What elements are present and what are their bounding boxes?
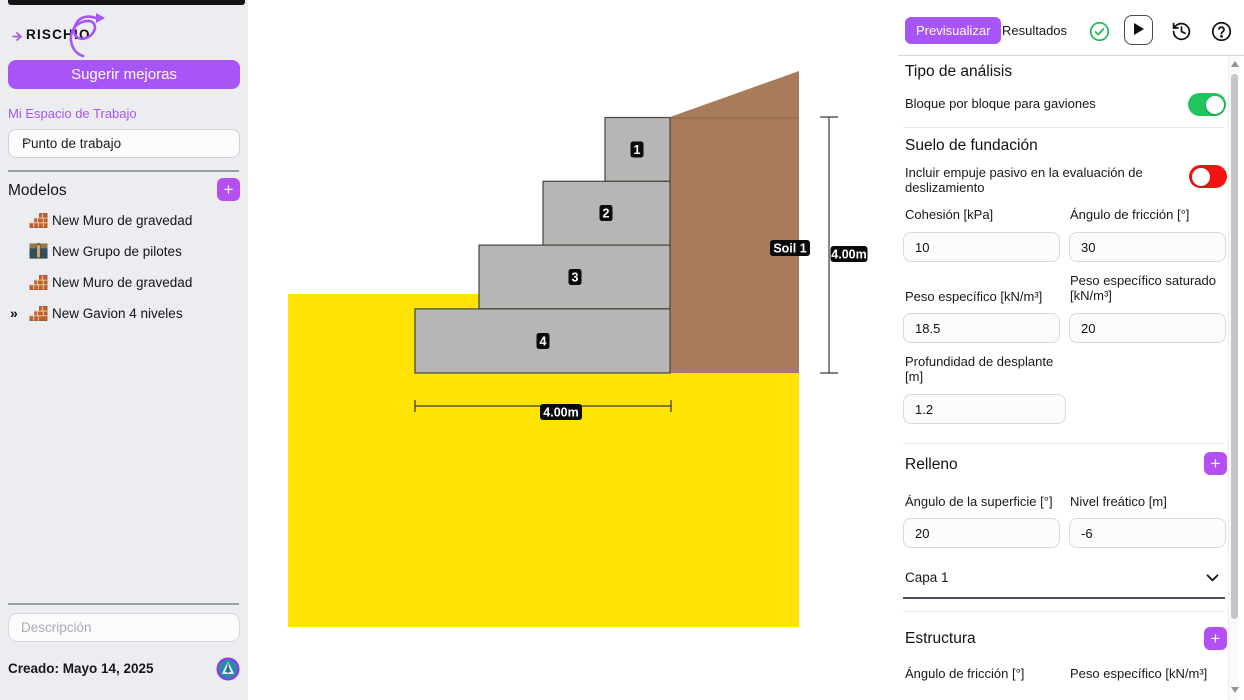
cohesion-input[interactable]	[903, 232, 1060, 262]
surface-angle-label: Ángulo de la superficie [°]	[905, 494, 1053, 509]
passive-pressure-label: Incluir empuje pasivo en la evaluación d…	[905, 165, 1143, 196]
scrollbar-thumb[interactable]	[1230, 74, 1238, 619]
workspace-select[interactable]: Punto de trabajo	[8, 129, 240, 158]
foundation-section-title: Suelo de fundación	[905, 137, 1038, 154]
chevron-down-icon	[22, 136, 231, 151]
sidebar-divider	[8, 170, 239, 172]
friction-angle-label: Ángulo de fricción [°]	[1070, 207, 1190, 222]
layer-divider	[903, 597, 1225, 599]
model-item-label: New Muro de gravedad	[52, 275, 193, 290]
suggest-improvements-button[interactable]: Sugerir mejoras	[8, 60, 240, 89]
help-icon[interactable]	[1211, 21, 1232, 42]
sidebar-top-bar	[8, 0, 245, 5]
sidebar-item-model-2[interactable]: New Grupo de pilotes	[0, 239, 248, 265]
unit-weight-label: Peso específico [kN/m³]	[905, 289, 1043, 304]
preview-canvas: 1 2 3 4 Soil 1 4.00m	[248, 0, 898, 700]
height-dimension-line	[820, 116, 838, 374]
add-structure-button[interactable]: +	[1204, 627, 1227, 650]
sat-unit-weight-label: Peso específico saturado [kN/m³]	[1070, 273, 1216, 304]
structure-unit-weight-label: Peso específico [kN/m³]	[1070, 666, 1208, 681]
workspace-label: Mi Espacio de Trabajo	[8, 106, 137, 121]
structure-section-title: Estructura	[905, 630, 976, 647]
brick-wall-icon	[29, 306, 48, 321]
created-date: Creado: Mayo 14, 2025	[8, 661, 154, 676]
panel-scrollbar[interactable]	[1228, 56, 1239, 700]
surface-angle-input[interactable]	[903, 518, 1060, 548]
sidebar-divider	[8, 603, 239, 605]
block-number-tags: 1 2 3 4	[536, 141, 644, 349]
layer-1-header[interactable]: Capa 1	[905, 570, 949, 585]
org-logo-icon[interactable]	[216, 657, 240, 681]
section-divider	[903, 611, 1225, 612]
svg-text:2: 2	[603, 207, 610, 221]
section-divider	[903, 127, 1225, 128]
toggle-knob	[1191, 167, 1210, 186]
height-dimension-label: 4.00m	[830, 246, 868, 262]
block-by-block-label: Bloque por bloque para gaviones	[905, 96, 1096, 111]
svg-text:3: 3	[572, 271, 579, 285]
cohesion-label: Cohesión [kPa]	[905, 207, 994, 222]
backfill-section-title: Relleno	[905, 456, 958, 473]
chevron-down-icon[interactable]	[1204, 569, 1221, 591]
unit-weight-input[interactable]	[903, 313, 1060, 343]
passive-pressure-toggle[interactable]	[1189, 165, 1227, 188]
friction-angle-input[interactable]	[1069, 232, 1226, 262]
sat-unit-weight-input[interactable]	[1069, 313, 1226, 343]
add-model-button[interactable]: +	[217, 178, 240, 201]
add-backfill-layer-button[interactable]: +	[1204, 452, 1227, 475]
header-divider	[898, 55, 1244, 56]
soil-label: Soil 1	[770, 240, 810, 256]
svg-text:4.00m: 4.00m	[543, 406, 578, 420]
brick-wall-icon	[29, 275, 48, 290]
logo-arrow-icon	[12, 29, 24, 47]
model-item-label: New Muro de gravedad	[52, 213, 193, 228]
selected-marker: »	[10, 305, 18, 321]
logo: RISCHIO	[12, 13, 212, 58]
block-by-block-toggle[interactable]	[1188, 93, 1226, 116]
svg-text:4: 4	[540, 335, 547, 349]
sidebar-item-model-4-selected[interactable]: » New Gavion 4 niveles	[0, 301, 248, 327]
check-circle-icon[interactable]	[1089, 21, 1110, 42]
water-level-label: Nivel freático [m]	[1070, 494, 1167, 509]
embedment-depth-input[interactable]	[903, 394, 1066, 424]
workspace-select-value: Punto de trabajo	[22, 136, 122, 151]
pile-group-icon	[29, 242, 48, 259]
svg-text:4.00m: 4.00m	[831, 248, 866, 262]
embedment-depth-label: Profundidad de desplante [m]	[905, 354, 1054, 385]
run-analysis-button[interactable]	[1124, 15, 1153, 45]
section-divider	[903, 443, 1225, 444]
logo-swoosh-icon	[56, 10, 114, 65]
model-item-label: New Grupo de pilotes	[52, 244, 182, 259]
svg-text:Soil 1: Soil 1	[773, 242, 806, 256]
tab-previsualizar[interactable]: Previsualizar	[905, 17, 1002, 44]
sidebar-item-model-1[interactable]: New Muro de gravedad	[0, 208, 248, 234]
structure-friction-label: Ángulo de fricción [°]	[905, 666, 1025, 681]
backfill-soil-region	[670, 71, 799, 373]
brick-wall-icon	[29, 213, 48, 228]
water-level-input[interactable]	[1069, 518, 1226, 548]
svg-text:1: 1	[634, 143, 641, 157]
models-title: Modelos	[8, 182, 67, 199]
wall-diagram: 1 2 3 4 Soil 1 4.00m	[288, 71, 868, 627]
play-icon	[1134, 23, 1144, 35]
description-input[interactable]	[8, 613, 240, 642]
sidebar-item-model-3[interactable]: New Muro de gravedad	[0, 270, 248, 296]
tab-resultados[interactable]: Resultados	[1002, 23, 1068, 38]
width-dimension-label: 4.00m	[540, 404, 582, 420]
properties-panel: Previsualizar Resultados Tipo de análisi…	[898, 0, 1244, 700]
sidebar: RISCHIO Sugerir mejoras Mi Espacio de Tr…	[0, 0, 248, 700]
toggle-knob	[1205, 95, 1224, 114]
scroll-down-arrow-icon[interactable]	[1231, 687, 1239, 693]
model-item-label: New Gavion 4 niveles	[52, 306, 183, 321]
scroll-up-arrow-icon[interactable]	[1231, 61, 1239, 67]
analysis-section-title: Tipo de análisis	[905, 63, 1013, 80]
history-icon[interactable]	[1171, 21, 1192, 42]
